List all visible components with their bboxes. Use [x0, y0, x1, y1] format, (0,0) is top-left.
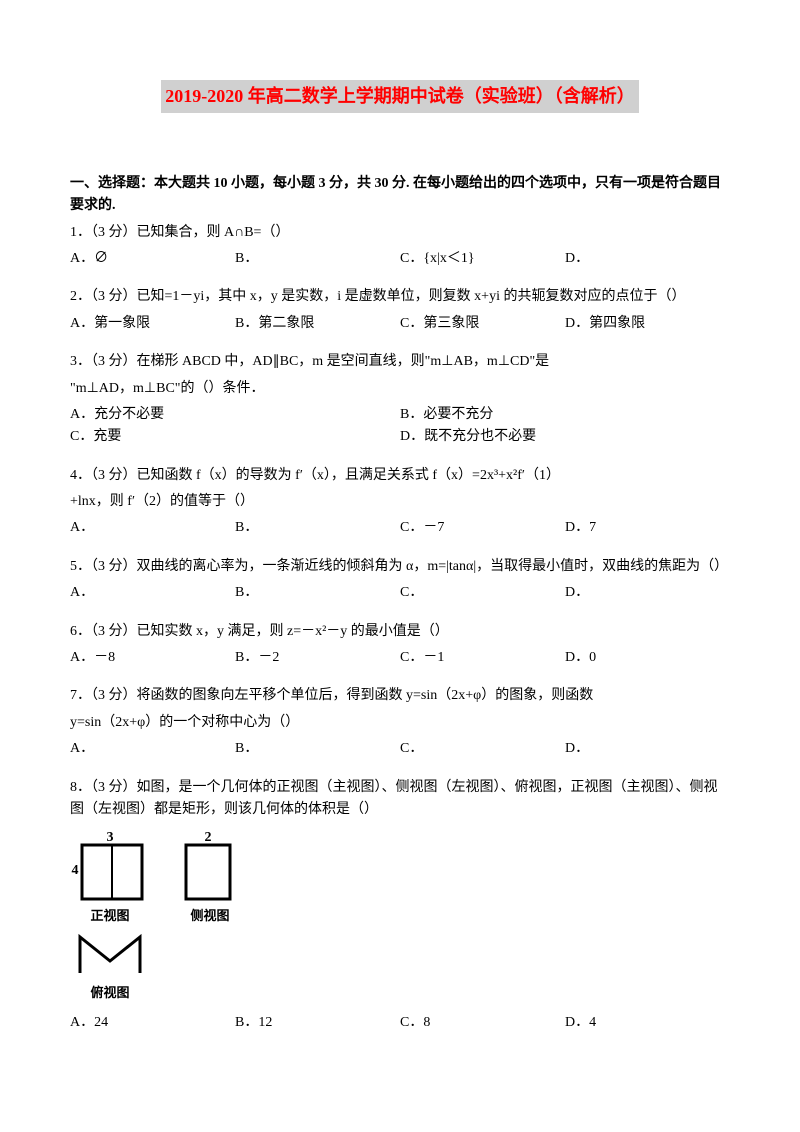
question-text-line2: +lnx，则 f′（2）的值等于（）: [70, 491, 730, 513]
question-text: 1．（3 分）已知集合，则 A∩B=（）: [70, 222, 730, 244]
question-6: 6．（3 分）已知实数 x，y 满足，则 z=－x²－y 的最小值是（） A．－…: [70, 621, 730, 670]
option-b: B．－2: [235, 647, 400, 669]
question-text-line1: 4．（3 分）已知函数 f（x）的导数为 f′（x），且满足关系式 f（x）=2…: [70, 465, 730, 487]
option-d: D．: [565, 738, 730, 760]
option-c: C．8: [400, 1012, 565, 1034]
options: A．第一象限 B．第二象限 C．第三象限 D．第四象限: [70, 313, 730, 335]
options: A． B． C． D．: [70, 582, 730, 604]
option-b: B．: [235, 248, 400, 270]
options: A．24 B．12 C．8 D．4: [70, 1012, 730, 1034]
diagram-row-2: 俯视图: [70, 931, 730, 1004]
option-a: A．: [70, 738, 235, 760]
side-view-block: 2 侧视图: [180, 829, 240, 927]
options: A．－8 B．－2 C．－1 D．0: [70, 647, 730, 669]
question-text: 5．（3 分）双曲线的离心率为，一条渐近线的倾斜角为 α，m=|tanα|，当取…: [70, 556, 730, 578]
front-view-svg: 3 4: [70, 829, 150, 904]
options: A． B． C．－7 D．7: [70, 517, 730, 539]
question-text: 2．（3 分）已知=1－yi，其中 x，y 是实数，i 是虚数单位，则复数 x+…: [70, 286, 730, 308]
title-wrapper: 2019-2020 年高二数学上学期期中试卷（实验班）（含解析）: [70, 80, 730, 143]
option-a: A．充分不必要: [70, 404, 400, 426]
option-d: D．7: [565, 517, 730, 539]
option-b: B．12: [235, 1012, 400, 1034]
front-view-label: 正视图: [90, 906, 129, 927]
option-d: D．0: [565, 647, 730, 669]
question-4: 4．（3 分）已知函数 f（x）的导数为 f′（x），且满足关系式 f（x）=2…: [70, 465, 730, 540]
option-a: A．: [70, 517, 235, 539]
diagrams: 3 4 正视图 2 侧视图 俯视图: [70, 829, 730, 1004]
option-d: D．4: [565, 1012, 730, 1034]
question-text: 6．（3 分）已知实数 x，y 满足，则 z=－x²－y 的最小值是（）: [70, 621, 730, 643]
question-1: 1．（3 分）已知集合，则 A∩B=（） A．∅ B． C．{x|x＜1} D．: [70, 222, 730, 271]
dim-4: 4: [72, 863, 79, 878]
question-7: 7．（3 分）将函数的图象向左平移个单位后，得到函数 y=sin（2x+φ）的图…: [70, 685, 730, 760]
question-text-line1: 3．（3 分）在梯形 ABCD 中，AD∥BC，m 是空间直线，则"m⊥AB，m…: [70, 351, 730, 373]
top-outline: [80, 937, 140, 973]
option-a: A．: [70, 582, 235, 604]
option-b: B．必要不充分: [400, 404, 730, 426]
question-5: 5．（3 分）双曲线的离心率为，一条渐近线的倾斜角为 α，m=|tanα|，当取…: [70, 556, 730, 605]
option-b: B．: [235, 582, 400, 604]
question-3: 3．（3 分）在梯形 ABCD 中，AD∥BC，m 是空间直线，则"m⊥AB，m…: [70, 351, 730, 449]
option-b: B．: [235, 517, 400, 539]
option-d: D．第四象限: [565, 313, 730, 335]
option-c: C．第三象限: [400, 313, 565, 335]
option-c: C．充要: [70, 426, 400, 448]
option-c: C．: [400, 582, 565, 604]
front-view-block: 3 4 正视图: [70, 829, 150, 927]
question-text-line1: 7．（3 分）将函数的图象向左平移个单位后，得到函数 y=sin（2x+φ）的图…: [70, 685, 730, 707]
section-header: 一、选择题：本大题共 10 小题，每小题 3 分，共 30 分. 在每小题给出的…: [70, 173, 730, 218]
option-a: A．24: [70, 1012, 235, 1034]
option-c: C．{x|x＜1}: [400, 248, 565, 270]
options: A． B． C． D．: [70, 738, 730, 760]
option-b: B．: [235, 738, 400, 760]
option-a: A．第一象限: [70, 313, 235, 335]
option-c: C．－1: [400, 647, 565, 669]
option-c: C．: [400, 738, 565, 760]
top-view-label: 俯视图: [90, 983, 129, 1004]
options: A．∅ B． C．{x|x＜1} D．: [70, 248, 730, 270]
dim-2: 2: [205, 830, 212, 845]
dim-3: 3: [107, 830, 114, 845]
page-title: 2019-2020 年高二数学上学期期中试卷（实验班）（含解析）: [161, 80, 639, 113]
option-a: A．－8: [70, 647, 235, 669]
options: A．充分不必要 B．必要不充分 C．充要 D．既不充分也不必要: [70, 404, 730, 449]
option-a: A．∅: [70, 248, 235, 270]
option-d: D．: [565, 582, 730, 604]
option-d: D．既不充分也不必要: [400, 426, 730, 448]
option-d: D．: [565, 248, 730, 270]
question-8: 8．（3 分）如图，是一个几何体的正视图（主视图）、侧视图（左视图）、俯视图，正…: [70, 777, 730, 1035]
question-text-line2: y=sin（2x+φ）的一个对称中心为（）: [70, 712, 730, 734]
option-c: C．－7: [400, 517, 565, 539]
question-2: 2．（3 分）已知=1－yi，其中 x，y 是实数，i 是虚数单位，则复数 x+…: [70, 286, 730, 335]
question-text: 8．（3 分）如图，是一个几何体的正视图（主视图）、侧视图（左视图）、俯视图，正…: [70, 777, 730, 822]
side-view-label: 侧视图: [190, 906, 229, 927]
side-view-svg: 2: [180, 829, 240, 904]
diagram-row-1: 3 4 正视图 2 侧视图: [70, 829, 730, 927]
question-text-line2: "m⊥AD，m⊥BC"的（）条件．: [70, 378, 730, 400]
top-view-svg: [70, 931, 150, 981]
option-b: B．第二象限: [235, 313, 400, 335]
top-view-block: 俯视图: [70, 931, 150, 1004]
side-rect: [186, 845, 230, 899]
